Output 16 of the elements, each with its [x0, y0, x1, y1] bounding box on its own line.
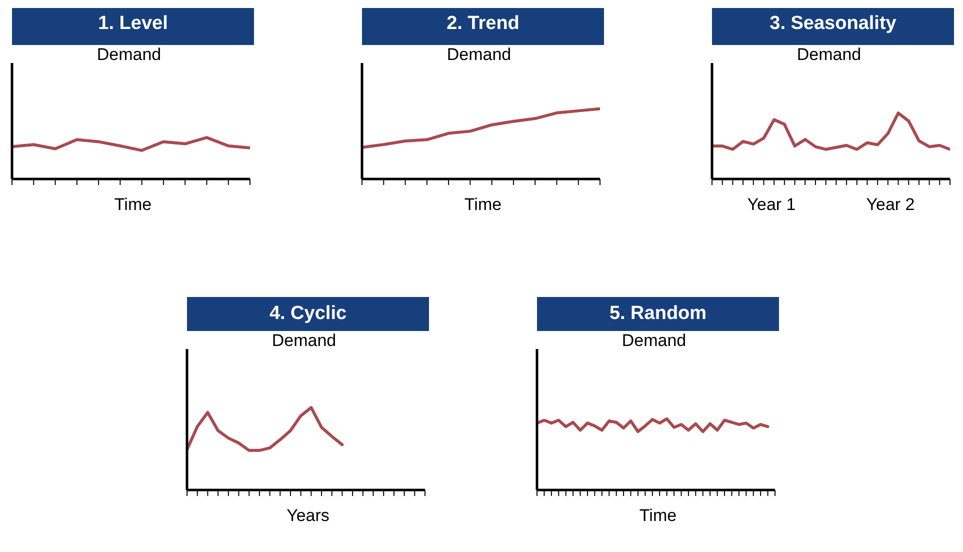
y-axis-title: Demand [270, 331, 338, 351]
y-axis-title: Demand [796, 45, 862, 65]
chart-title: 4. Cyclic [187, 297, 429, 331]
y-axis-title: Demand [620, 331, 688, 351]
chart-title: 1. Level [97, 12, 169, 36]
chart-title: 5. Random [537, 297, 779, 331]
chart-title: 2. Trend [446, 12, 520, 36]
chart-title: 3. Seasonality [768, 12, 898, 36]
y-axis-title: Demand [446, 45, 512, 65]
x-axis-title: Time [113, 195, 153, 215]
text: Year 2 [865, 195, 916, 215]
x-axis-title: Years [286, 506, 330, 526]
y-axis-title: Demand [96, 45, 162, 65]
x-axis-title: Time [463, 195, 503, 215]
x-axis-title: Time [638, 506, 678, 526]
text: Year 1 [746, 195, 797, 215]
